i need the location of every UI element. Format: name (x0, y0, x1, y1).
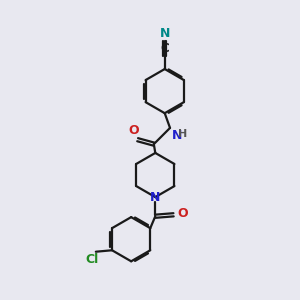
Text: Cl: Cl (86, 253, 99, 266)
Text: O: O (177, 207, 188, 220)
Text: N: N (172, 129, 182, 142)
Text: N: N (150, 190, 160, 204)
Text: N: N (160, 27, 170, 40)
Text: O: O (129, 124, 140, 137)
Text: C: C (160, 42, 169, 55)
Text: H: H (178, 129, 188, 140)
